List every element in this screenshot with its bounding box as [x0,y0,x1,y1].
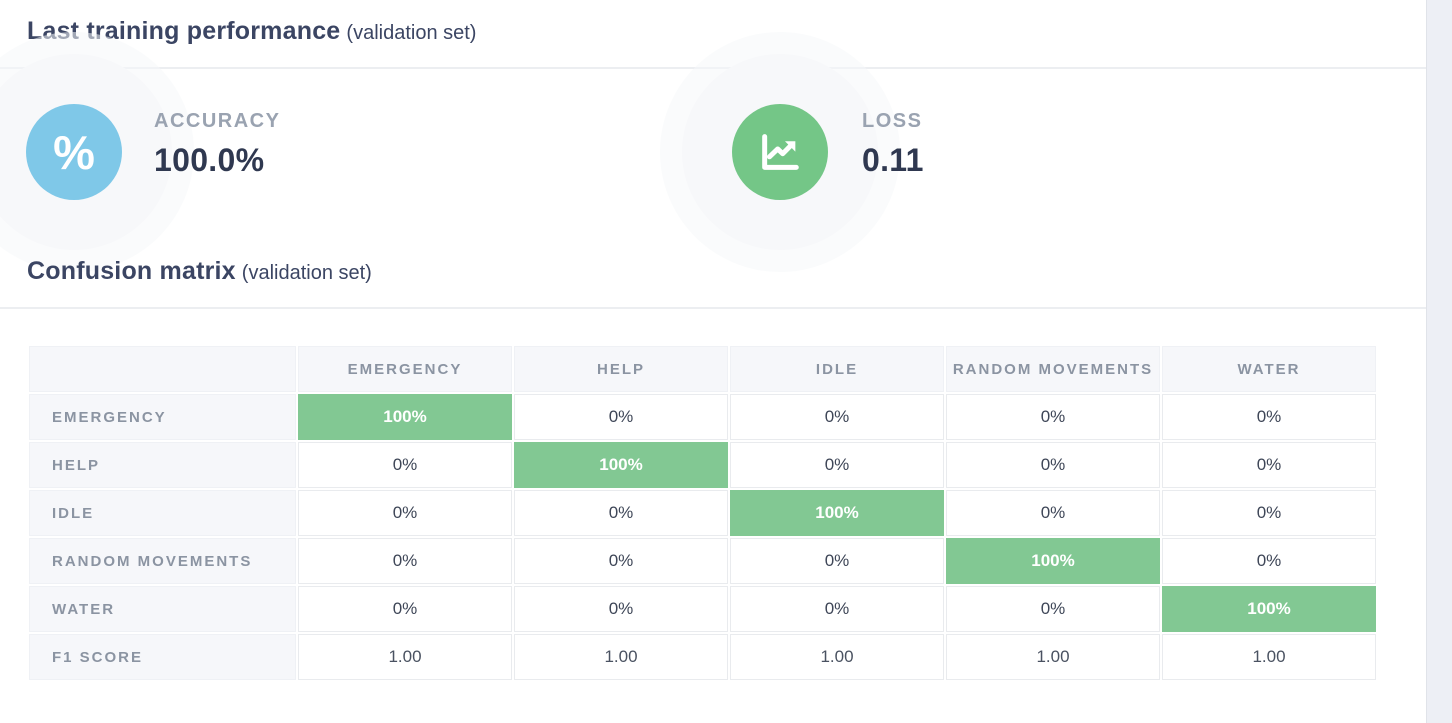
matrix-row-emergency: EMERGENCY 100% 0% 0% 0% 0% [29,394,1376,440]
column-header-help: HELP [514,346,728,392]
row-label-random-movements: RANDOM MOVEMENTS [29,538,296,584]
row-label-f1-score: F1 SCORE [29,634,296,680]
page-right-gutter [1426,0,1452,723]
percent-glyph: % [53,125,95,179]
row-label-emergency: EMERGENCY [29,394,296,440]
matrix-cell: 0% [1162,490,1376,536]
matrix-cell: 0% [946,586,1160,632]
column-header-idle: IDLE [730,346,944,392]
matrix-row-help: HELP 0% 100% 0% 0% 0% [29,442,1376,488]
accuracy-metric: ACCURACY 100.0% [154,110,280,179]
f1-cell: 1.00 [1162,634,1376,680]
training-performance-title: Last training performance [27,17,341,45]
matrix-row-random-movements: RANDOM MOVEMENTS 0% 0% 0% 100% 0% [29,538,1376,584]
divider [0,307,1452,309]
matrix-cell: 0% [946,394,1160,440]
matrix-cell: 0% [298,442,512,488]
matrix-cell: 0% [946,442,1160,488]
confusion-matrix-subtitle: (validation set) [241,262,372,284]
training-performance-heading: Last training performance (validation set… [27,17,476,46]
column-header-random-movements: RANDOM MOVEMENTS [946,346,1160,392]
loss-label: LOSS [862,110,923,132]
matrix-cell: 0% [514,538,728,584]
matrix-cell: 0% [514,490,728,536]
matrix-cell: 0% [298,586,512,632]
matrix-cell: 0% [730,442,944,488]
divider [0,67,1452,69]
matrix-cell: 0% [1162,442,1376,488]
matrix-row-f1-score: F1 SCORE 1.00 1.00 1.00 1.00 1.00 [29,634,1376,680]
matrix-header-row: EMERGENCY HELP IDLE RANDOM MOVEMENTS WAT… [29,346,1376,392]
confusion-matrix: EMERGENCY HELP IDLE RANDOM MOVEMENTS WAT… [27,344,1378,682]
confusion-matrix-heading: Confusion matrix (validation set) [27,257,372,286]
accuracy-label: ACCURACY [154,110,281,132]
column-header-emergency: EMERGENCY [298,346,512,392]
matrix-cell: 0% [514,586,728,632]
training-performance-subtitle: (validation set) [346,22,477,44]
matrix-row-water: WATER 0% 0% 0% 0% 100% [29,586,1376,632]
matrix-cell: 100% [1162,586,1376,632]
f1-cell: 1.00 [514,634,728,680]
row-label-help: HELP [29,442,296,488]
matrix-cell: 0% [298,538,512,584]
row-label-idle: IDLE [29,490,296,536]
matrix-cell: 0% [946,490,1160,536]
matrix-cell: 0% [298,490,512,536]
accuracy-value: 100.0% [154,142,265,178]
matrix-cell: 100% [298,394,512,440]
row-label-water: WATER [29,586,296,632]
matrix-corner-cell [29,346,296,392]
matrix-cell: 0% [514,394,728,440]
line-chart-svg [762,134,799,170]
confusion-matrix-table: EMERGENCY HELP IDLE RANDOM MOVEMENTS WAT… [27,344,1378,682]
column-header-water: WATER [1162,346,1376,392]
matrix-cell: 100% [946,538,1160,584]
matrix-row-idle: IDLE 0% 0% 100% 0% 0% [29,490,1376,536]
f1-cell: 1.00 [298,634,512,680]
matrix-cell: 0% [730,394,944,440]
f1-cell: 1.00 [946,634,1160,680]
matrix-cell: 100% [514,442,728,488]
loss-metric: LOSS 0.11 [862,110,924,179]
matrix-cell: 0% [1162,538,1376,584]
confusion-matrix-title: Confusion matrix [27,257,236,285]
matrix-cell: 0% [730,538,944,584]
loss-value: 0.11 [862,142,924,178]
percent-icon: % [26,104,122,200]
line-chart-icon [732,104,828,200]
f1-cell: 1.00 [730,634,944,680]
matrix-cell: 0% [1162,394,1376,440]
matrix-cell: 0% [730,586,944,632]
matrix-cell: 100% [730,490,944,536]
